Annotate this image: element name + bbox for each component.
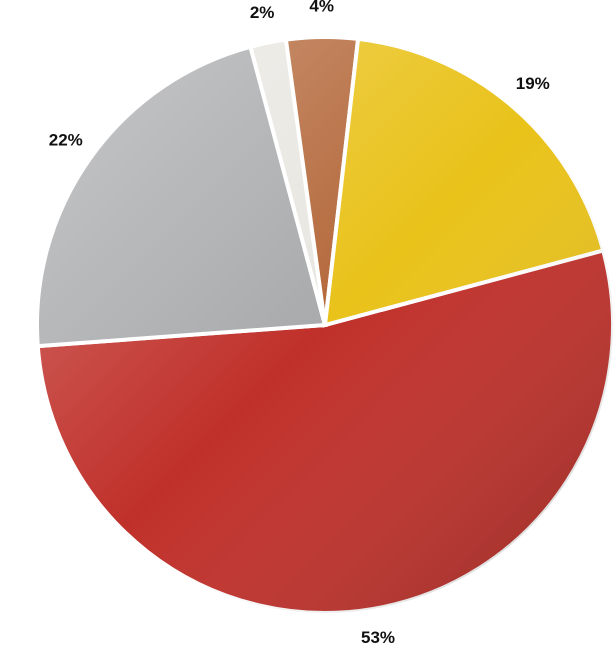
slice-label: 53% — [361, 628, 395, 647]
slice-label: 4% — [309, 0, 334, 16]
pie — [35, 35, 614, 615]
slice-label: 2% — [250, 3, 275, 22]
slice-label: 19% — [516, 74, 550, 93]
labels: 53% 22% 2% 4% 19% — [49, 0, 550, 647]
slice-label: 22% — [49, 130, 83, 149]
